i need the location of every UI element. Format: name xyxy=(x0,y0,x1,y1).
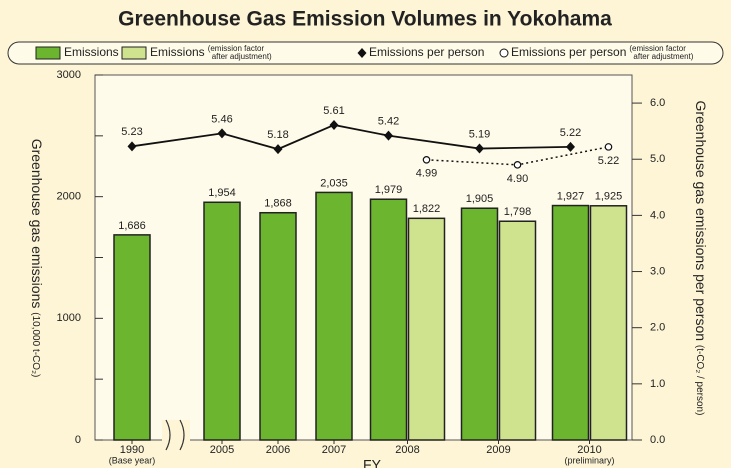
point-value-label: 5.22 xyxy=(560,127,581,139)
y-unit: (10,000 t-CO₂) xyxy=(30,312,41,377)
legend-label: Emissions per person xyxy=(511,45,626,59)
legend-note: (emission factor xyxy=(208,44,265,53)
y-tick-label: 2000 xyxy=(57,191,81,203)
y2-tick-label: 4.0 xyxy=(650,209,665,221)
bar xyxy=(407,217,446,441)
legend-note: (emission factor xyxy=(629,44,686,53)
point xyxy=(127,141,137,152)
point-value-label: 5.46 xyxy=(211,113,232,125)
bar xyxy=(589,205,628,441)
legend-note: after adjustment) xyxy=(212,52,272,61)
point xyxy=(273,144,283,155)
point-value-label: 5.19 xyxy=(469,128,490,140)
y2-tick-label: 2.0 xyxy=(650,322,665,334)
bar-value-label: 1,822 xyxy=(413,203,441,215)
legend-note: after adjustment) xyxy=(633,52,693,61)
point xyxy=(604,143,613,151)
bar xyxy=(460,207,499,441)
plot-area xyxy=(94,74,633,441)
y2-tick-label: 0.0 xyxy=(650,434,665,446)
point xyxy=(217,128,227,139)
bar-value-label: 1,798 xyxy=(504,206,532,218)
bar-value-label: 1,868 xyxy=(264,198,292,210)
y2-unit: (t-CO₂ / person) xyxy=(694,345,705,416)
y2-tick-label: 5.0 xyxy=(650,153,665,165)
point-value-label: 5.23 xyxy=(121,126,142,138)
legend-swatch xyxy=(357,48,367,58)
y-tick-label: 1000 xyxy=(57,312,81,324)
x-tick-label: 2010 xyxy=(577,444,601,456)
point-value-label: 5.42 xyxy=(378,116,399,128)
y-label: Greenhouse gas emissions xyxy=(29,139,45,309)
bar-value-label: 1,927 xyxy=(557,190,585,202)
bar xyxy=(113,234,151,441)
x-tick-label: 1990 xyxy=(120,444,144,456)
legend-label: Emissions xyxy=(150,45,205,59)
x-tick-label: 2007 xyxy=(322,444,346,456)
point-value-label: 5.61 xyxy=(323,105,344,117)
point xyxy=(384,130,393,141)
point xyxy=(475,143,484,154)
axis-break xyxy=(162,419,190,451)
legend-swatch xyxy=(35,46,61,60)
y2-tick-label: 6.0 xyxy=(650,97,665,109)
point xyxy=(329,119,339,130)
y2-axis-title: Greenhouse gas emissions per person (t-C… xyxy=(693,101,709,416)
point-value-label: 4.90 xyxy=(507,173,528,185)
y-tick-label: 3000 xyxy=(57,69,81,81)
x-tick-label: 2006 xyxy=(266,444,290,456)
bar xyxy=(498,220,537,441)
point-value-label: 4.99 xyxy=(416,168,437,180)
bar-value-label: 1,979 xyxy=(375,184,403,196)
bar xyxy=(369,198,408,441)
bar xyxy=(551,204,590,441)
legend-label: Emissions per person xyxy=(369,45,484,59)
y2-tick-label: 3.0 xyxy=(650,265,665,277)
chart-title: Greenhouse Gas Emission Volumes in Yokoh… xyxy=(118,8,612,31)
point xyxy=(422,155,431,164)
break-gap xyxy=(162,420,190,450)
x-tick-label: 2008 xyxy=(395,444,419,456)
bar-value-label: 1,925 xyxy=(595,191,623,203)
x-axis-title: FY xyxy=(363,457,382,468)
y2-label: Greenhouse gas emissions per person xyxy=(693,101,709,341)
bar-value-label: 1,686 xyxy=(118,220,146,232)
point-value-label: 5.22 xyxy=(598,155,619,167)
legend: Emissions Emissions (emission factorafter … xyxy=(35,44,694,61)
point xyxy=(513,161,522,169)
x-tick-note: (Base year) xyxy=(109,455,156,465)
bar xyxy=(259,211,297,441)
x-tick-label: 2009 xyxy=(486,444,510,456)
bar xyxy=(203,201,241,441)
x-tick-note: (preliminary) xyxy=(564,455,614,465)
y2-tick-label: 1.0 xyxy=(650,378,665,390)
legend-swatch xyxy=(499,48,509,58)
point-value-label: 5.18 xyxy=(267,129,288,141)
x-tick-label: 2005 xyxy=(210,444,234,456)
point xyxy=(566,141,575,152)
y-axis-title: Greenhouse gas emissions (10,000 t-CO₂) xyxy=(29,139,45,378)
legend-swatch xyxy=(121,46,147,60)
legend-label: Emissions xyxy=(64,45,119,59)
y-tick-label: 0 xyxy=(75,434,81,446)
bar-value-label: 2,035 xyxy=(320,177,348,189)
bar-value-label: 1,905 xyxy=(466,193,494,205)
bar xyxy=(315,191,353,441)
break-mark xyxy=(165,419,185,451)
bar-value-label: 1,954 xyxy=(208,187,236,199)
